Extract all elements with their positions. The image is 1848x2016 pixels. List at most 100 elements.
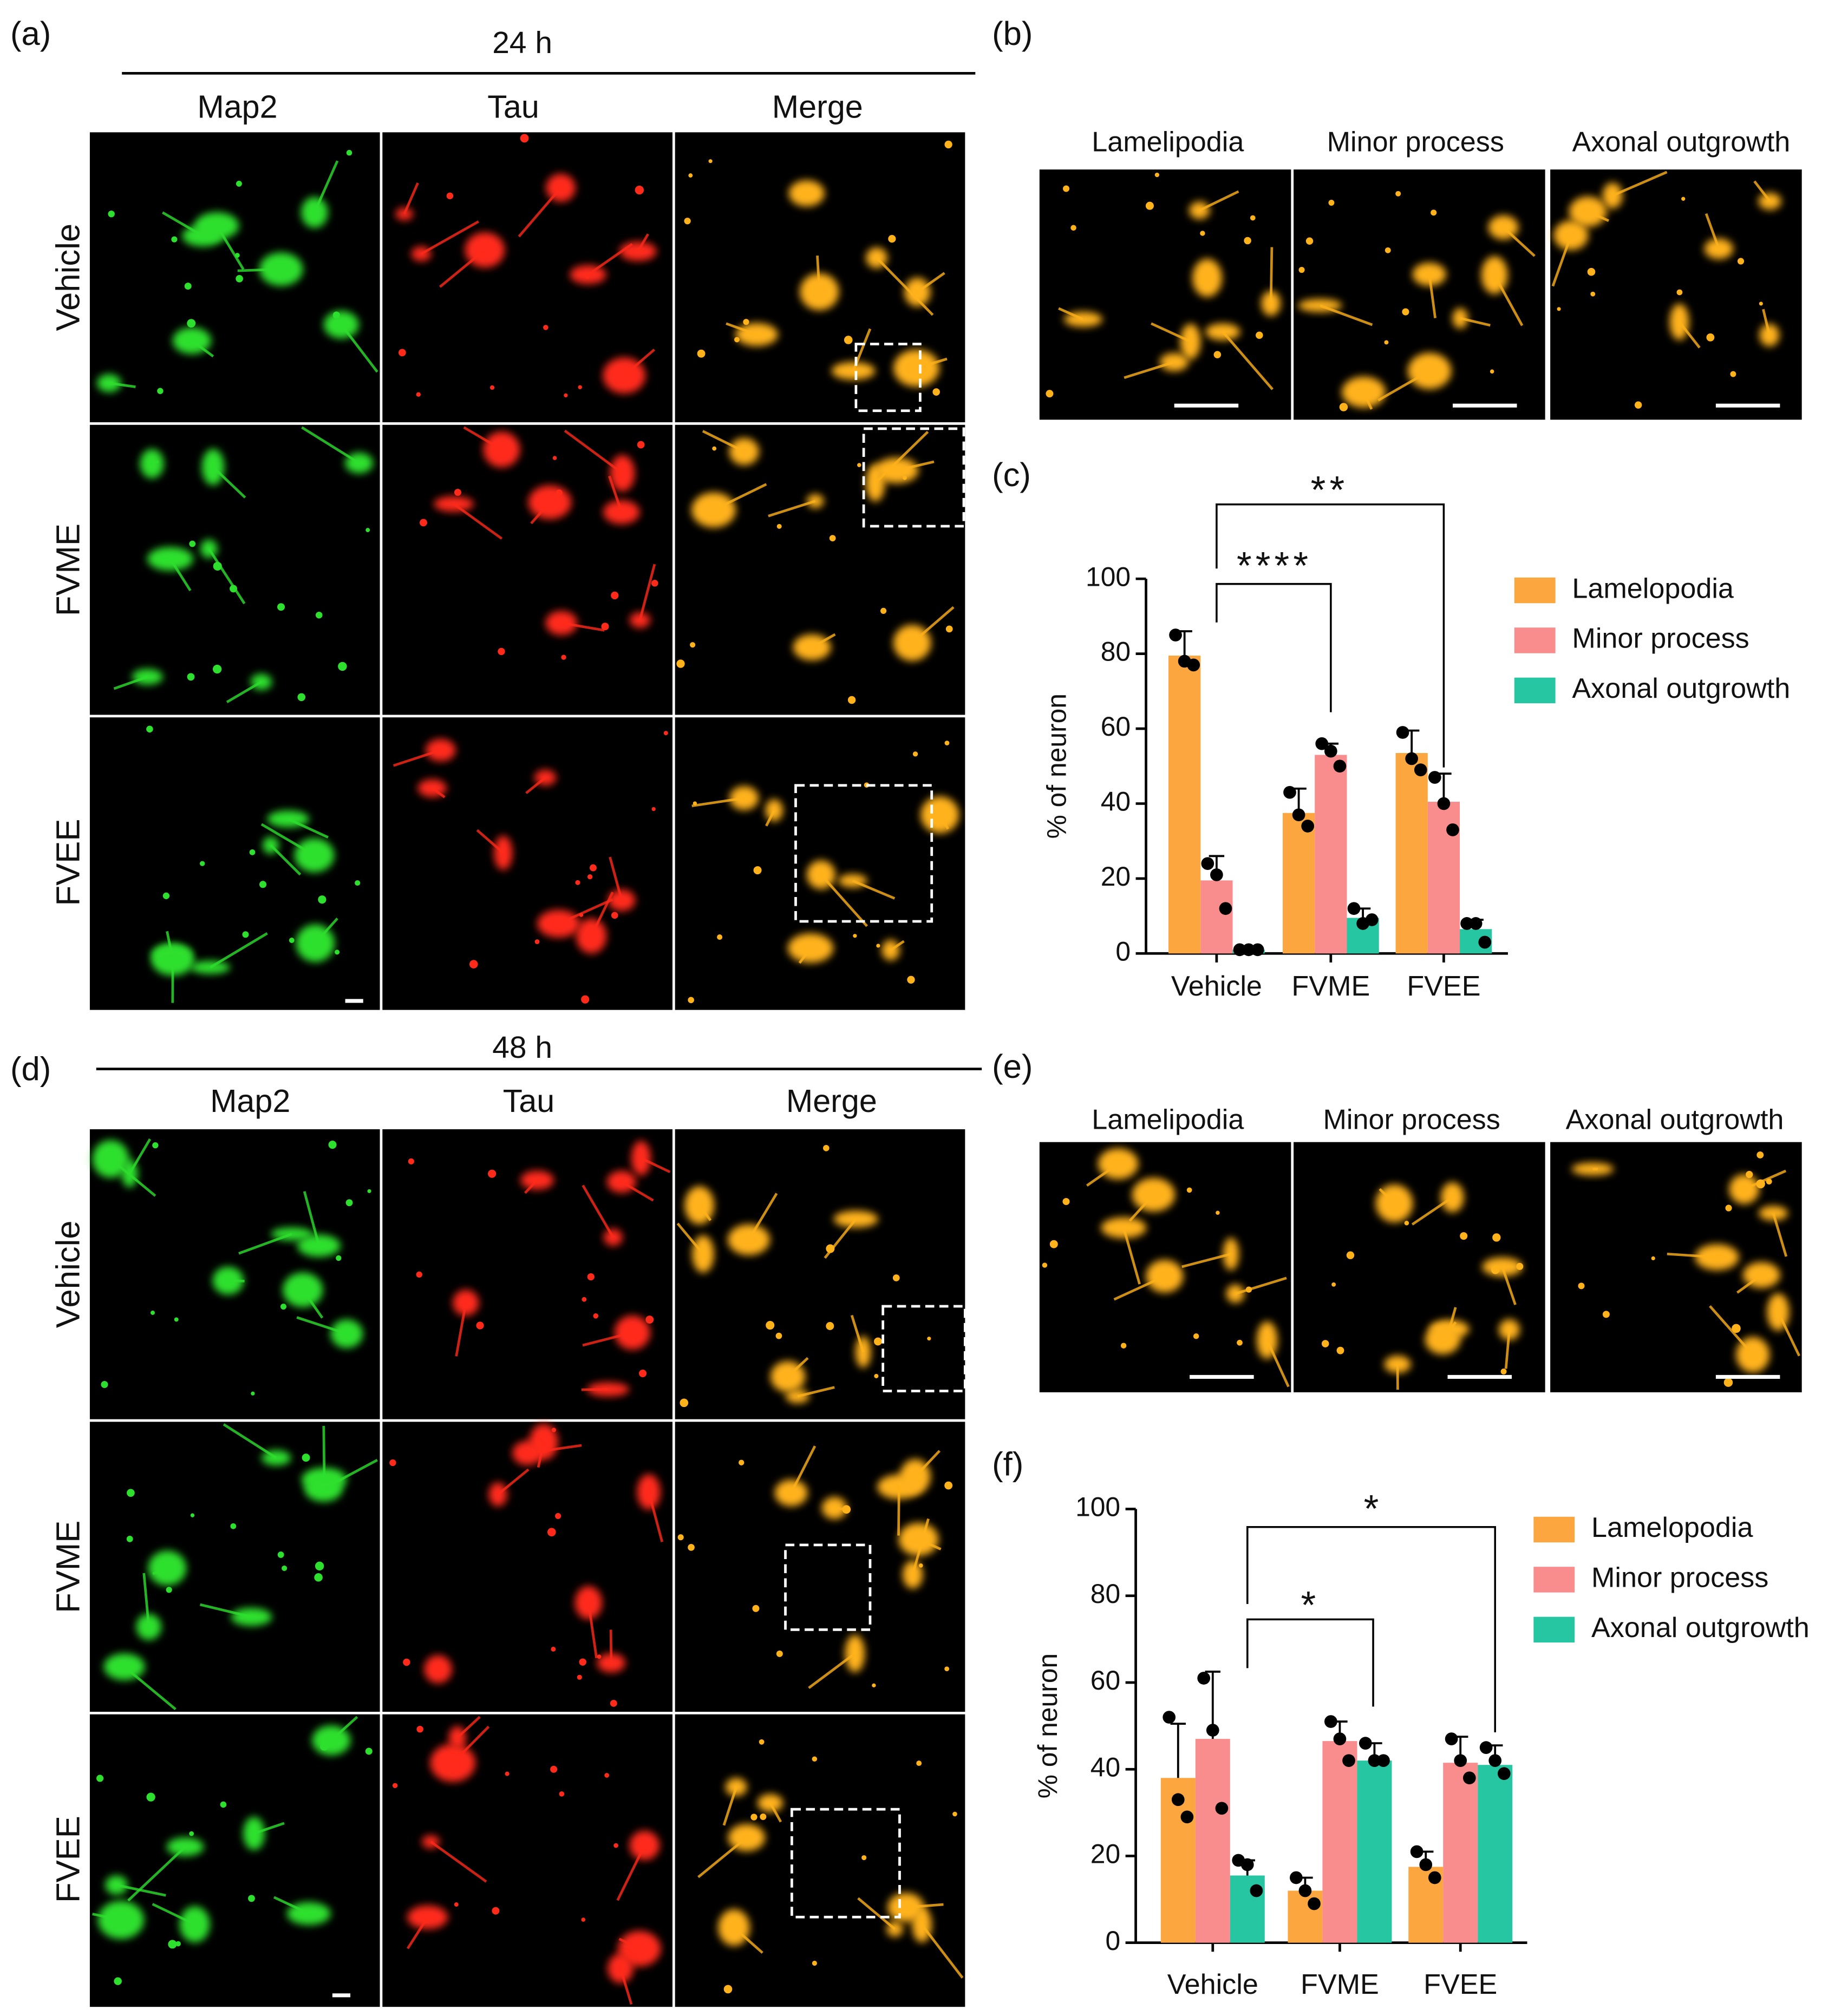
puncta — [318, 895, 326, 904]
cell-body — [833, 1210, 878, 1228]
zoom-title: Minor process — [1327, 126, 1504, 158]
x-tick-label: FVME — [1291, 971, 1370, 1002]
puncta — [561, 654, 566, 660]
puncta — [199, 861, 205, 866]
puncta — [1049, 1240, 1058, 1248]
cell-body — [629, 1830, 660, 1861]
neurite — [1493, 274, 1524, 326]
neurite — [216, 225, 245, 270]
puncta — [1460, 1232, 1468, 1240]
puncta — [259, 881, 267, 888]
data-point — [1419, 1858, 1433, 1871]
puncta — [282, 1565, 288, 1572]
puncta — [637, 441, 645, 449]
puncta — [826, 1322, 834, 1330]
cell-body — [231, 1608, 272, 1626]
puncta — [1245, 1286, 1252, 1293]
inset-box — [791, 1808, 901, 1919]
neurite — [430, 1841, 487, 1883]
neurite — [765, 809, 775, 827]
puncta — [236, 180, 242, 187]
puncta — [944, 140, 952, 149]
puncta — [101, 1381, 108, 1389]
neurite — [518, 187, 562, 238]
puncta — [581, 995, 590, 1004]
puncta — [389, 1459, 396, 1467]
puncta — [585, 274, 590, 279]
puncta — [1346, 1251, 1355, 1259]
puncta — [759, 1739, 765, 1745]
neurite — [918, 1538, 942, 1550]
neurite — [313, 160, 339, 213]
puncta — [944, 1666, 950, 1672]
data-point — [1171, 1793, 1185, 1806]
data-point — [1169, 629, 1182, 642]
neurite — [152, 1567, 168, 1575]
puncta — [392, 1783, 398, 1789]
puncta — [1706, 333, 1715, 342]
neurite — [558, 898, 613, 925]
data-point — [1308, 1897, 1321, 1910]
puncta — [587, 874, 593, 880]
puncta — [335, 950, 340, 955]
micrograph — [1550, 1142, 1802, 1392]
puncta — [730, 1923, 735, 1929]
puncta — [151, 1310, 155, 1315]
cell-body — [1132, 1177, 1176, 1212]
neurite — [226, 680, 262, 704]
puncta — [550, 1765, 558, 1773]
neurite — [890, 940, 905, 952]
puncta — [189, 540, 196, 547]
puncta — [829, 535, 836, 542]
column-label: Map2 — [197, 88, 277, 125]
bar — [1315, 755, 1347, 954]
puncta — [945, 625, 953, 633]
puncta — [212, 664, 222, 674]
puncta — [880, 607, 887, 614]
bar — [1395, 753, 1428, 954]
legend-label: Lamelopodia — [1591, 1512, 1753, 1543]
neurite — [238, 1233, 292, 1255]
data-point — [1197, 1672, 1211, 1685]
data-point — [1250, 1884, 1263, 1897]
y-tick-label: 100 — [1086, 561, 1131, 592]
puncta — [1676, 289, 1683, 296]
row-label: FVEE — [50, 819, 87, 906]
puncta — [750, 1814, 758, 1821]
puncta — [1321, 1340, 1329, 1347]
neurite — [616, 1844, 646, 1901]
puncta — [812, 1960, 817, 1966]
data-point — [1342, 1754, 1355, 1768]
neurite — [834, 1507, 844, 1511]
data-point — [1283, 786, 1296, 799]
y-tick-label: 0 — [1115, 936, 1131, 966]
cell-body — [735, 323, 778, 346]
neurite — [456, 1716, 481, 1739]
puncta — [581, 1917, 586, 1922]
puncta — [766, 1320, 775, 1330]
puncta — [601, 623, 609, 631]
micrograph-bg — [89, 1714, 380, 2007]
puncta — [1490, 369, 1494, 374]
neurite — [1762, 309, 1771, 336]
data-point — [1324, 1715, 1337, 1728]
neurite — [1379, 1188, 1395, 1205]
data-point — [1219, 902, 1232, 915]
puncta — [775, 1332, 782, 1339]
neurite — [406, 1916, 429, 1949]
neurite — [151, 460, 159, 465]
neurite — [914, 1450, 941, 1478]
cell-body — [1441, 1182, 1464, 1213]
y-tick-label: 80 — [1090, 1579, 1120, 1609]
puncta — [918, 1563, 923, 1568]
puncta — [277, 1551, 284, 1558]
puncta — [577, 1674, 582, 1680]
puncta — [1046, 390, 1054, 398]
cell-body — [1452, 308, 1468, 329]
puncta — [534, 939, 540, 944]
significance-label: **** — [1237, 545, 1312, 587]
neurite — [1612, 171, 1668, 197]
neurite — [874, 430, 929, 484]
puncta — [1250, 215, 1256, 221]
data-point — [1469, 917, 1483, 930]
